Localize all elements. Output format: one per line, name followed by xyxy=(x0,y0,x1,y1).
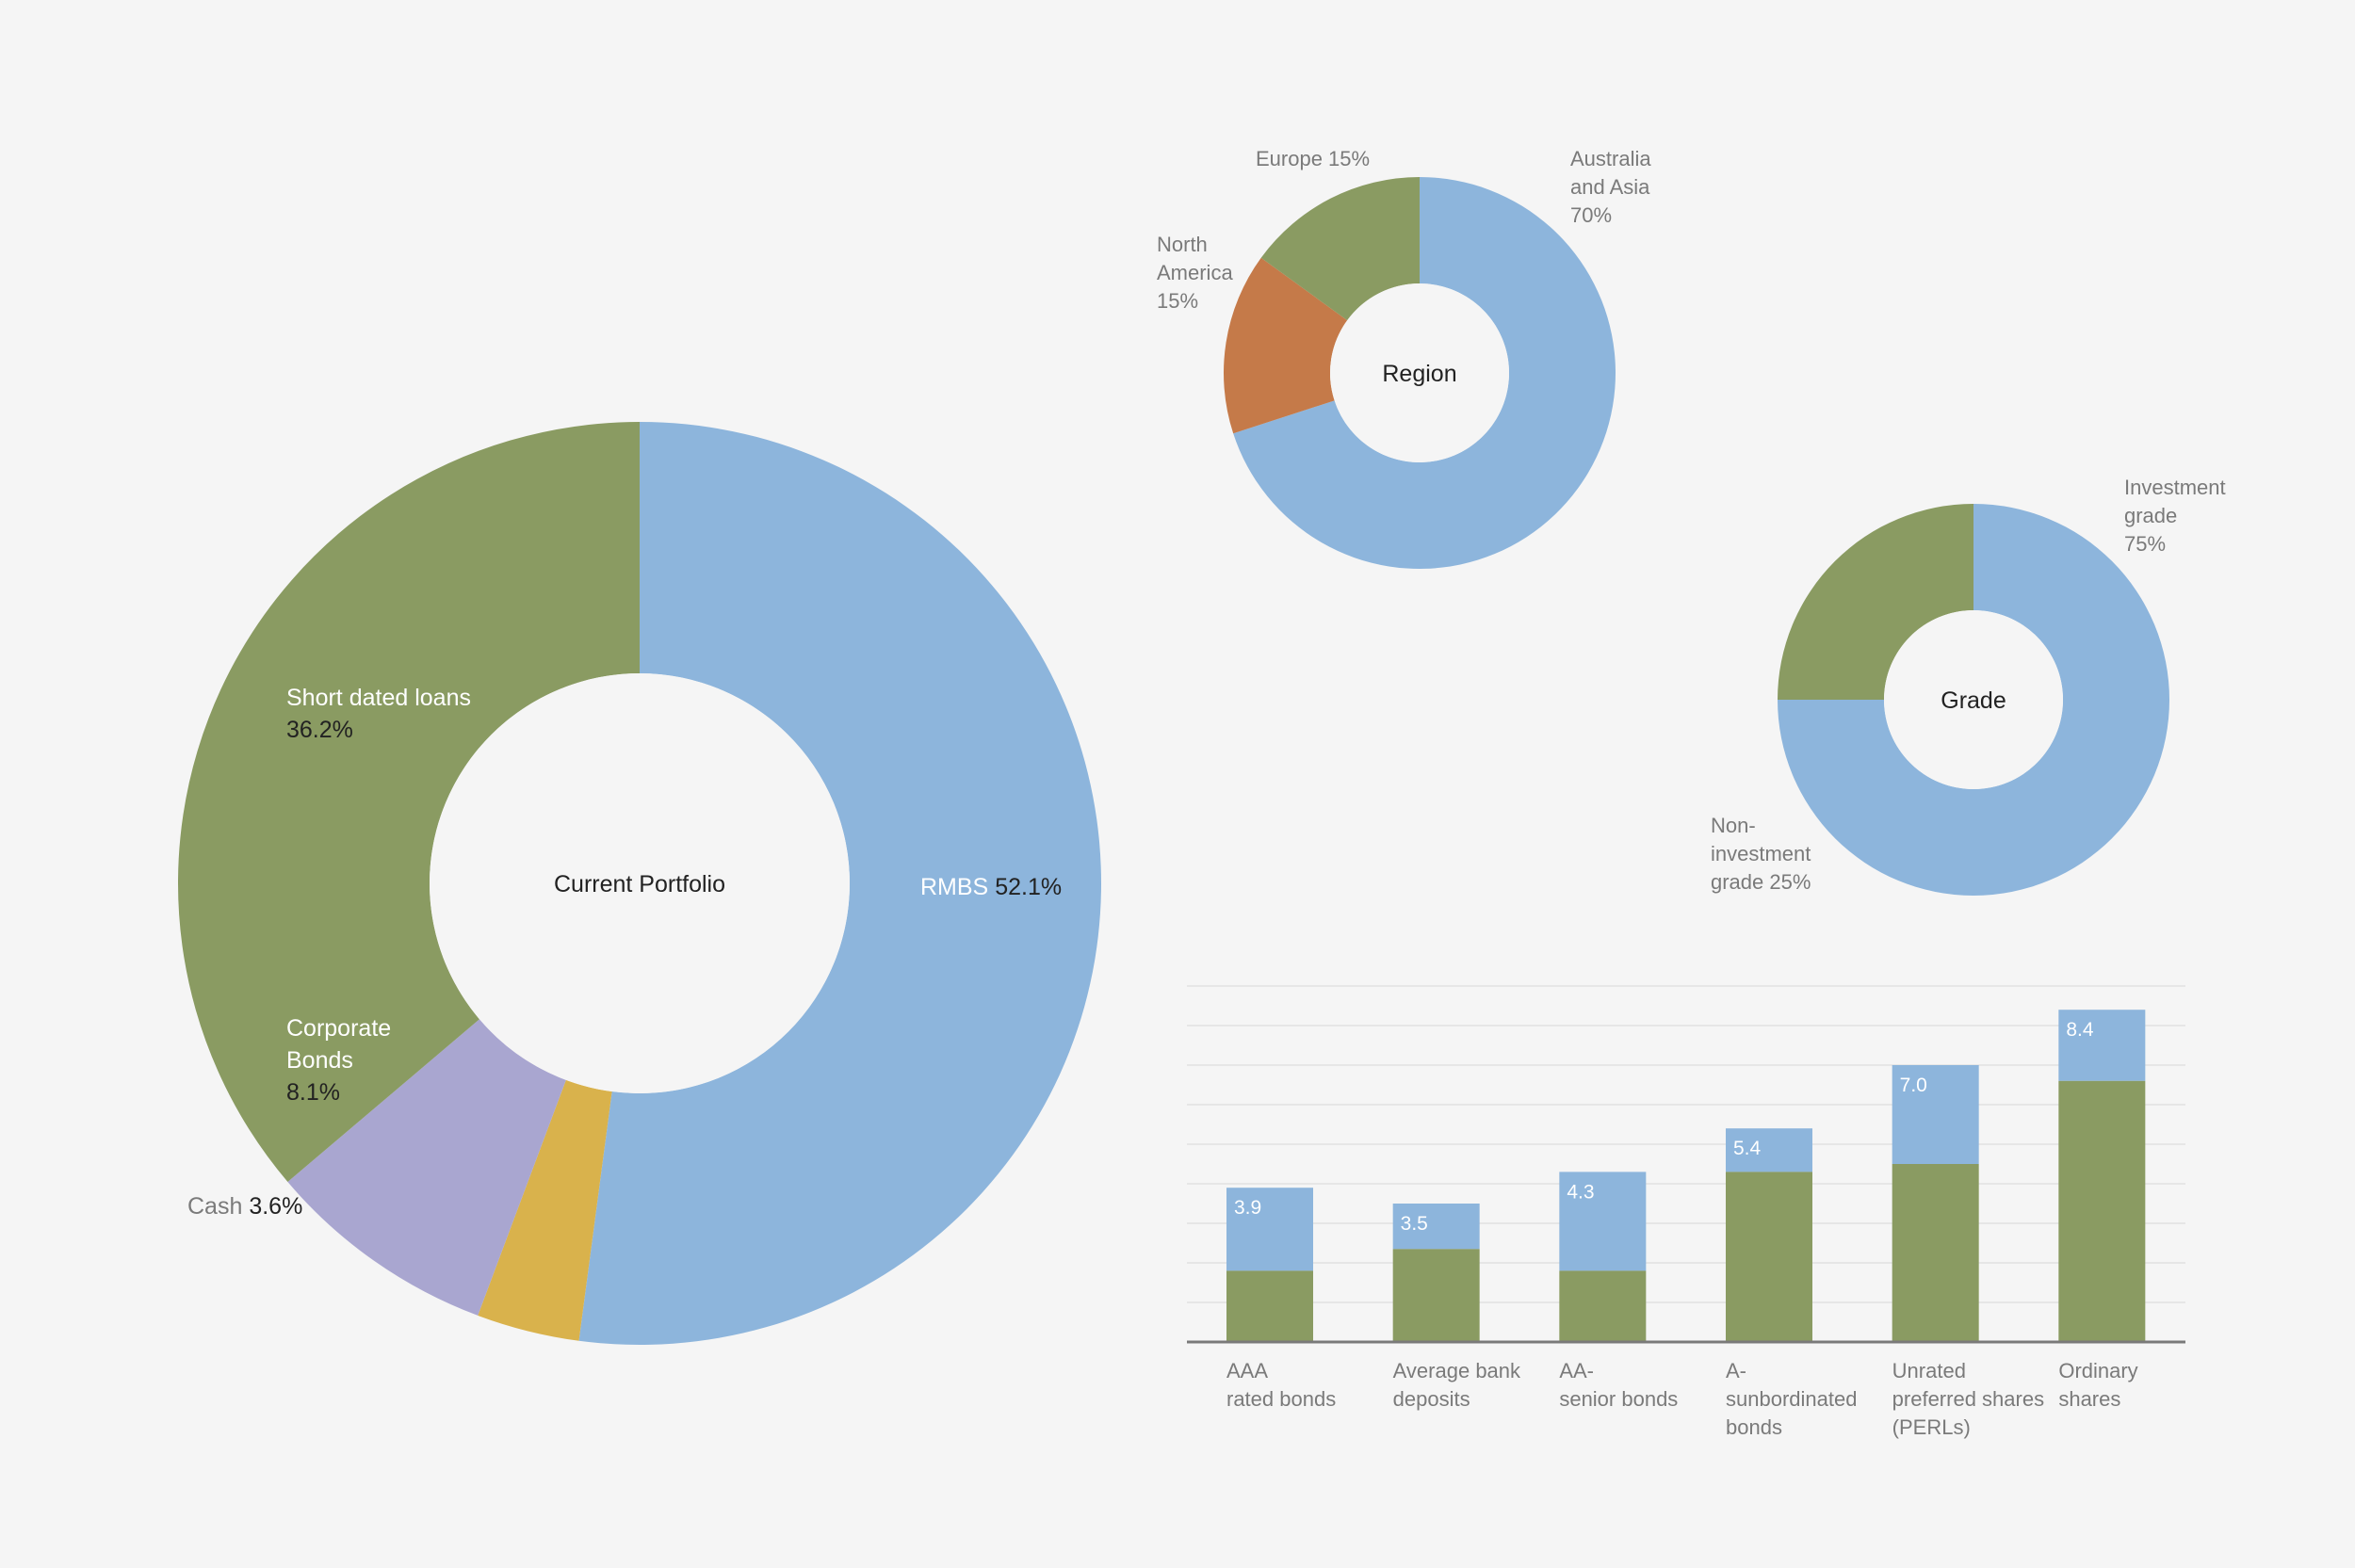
bar-base-segment xyxy=(1726,1172,1812,1342)
label-short-dated-loans-value: 36.2% xyxy=(286,717,353,743)
yield-bar-chart: 3.9 AAA rated bonds 3.5 Average bank deposits… xyxy=(1187,985,2185,1439)
label-corporate-bonds-value: 8.1% xyxy=(286,1079,340,1106)
label-rmbs-name: RMBS xyxy=(920,874,995,900)
x-tick-label-line1: A- xyxy=(1726,1359,1746,1382)
slice-short-dated-loans xyxy=(178,422,640,1183)
grade-donut: Grade Investment grade 75% Non-investment gra… xyxy=(1711,476,2226,896)
label-investment-grade-line3: 75% xyxy=(2124,532,2166,556)
bar-total-segment xyxy=(2058,1010,2146,1081)
slice-cash xyxy=(478,1079,612,1341)
x-tick-label-line3: bonds xyxy=(1726,1415,1782,1439)
bar-base-segment xyxy=(2058,1080,2146,1342)
label-australia-and-asia-line2: and Asia xyxy=(1570,175,1650,199)
x-tick-label-line2: rated bonds xyxy=(1226,1387,1336,1411)
label-rmbs-value: 52.1% xyxy=(995,874,1062,900)
x-tick-label-line1: AAA xyxy=(1226,1359,1268,1382)
x-tick-label-line2: shares xyxy=(2058,1387,2120,1411)
x-tick-label-line3: (PERLs) xyxy=(1892,1415,1971,1439)
bar-total-segment xyxy=(1392,1204,1480,1250)
label-australia-and-asia-line1: Australia xyxy=(1570,147,1651,170)
center-label: Grade xyxy=(1941,687,2006,714)
slice-non-investment-grade xyxy=(1778,504,1973,700)
current-portfolio-donut: Current Portfolio RMBS 52.1% Short dated l… xyxy=(178,422,1102,1346)
label-investment-grade-line2: grade xyxy=(2124,504,2177,527)
label-cash: Cash 3.6% xyxy=(187,1193,302,1220)
slice-australia-and-asia xyxy=(1233,177,1616,569)
label-short-dated-loans-name: Short dated loans xyxy=(286,685,471,711)
donut-hole xyxy=(430,673,850,1093)
donut-hole xyxy=(1330,283,1509,462)
label-non-investment-grade-line1: Non- xyxy=(1711,814,1756,837)
center-label: Current Portfolio xyxy=(554,871,725,897)
donut-hole xyxy=(1884,610,2063,789)
bar-value-label: 3.5 xyxy=(1401,1213,1428,1235)
label-cash-value: 3.6% xyxy=(249,1193,302,1220)
slice-rmbs xyxy=(578,422,1102,1346)
label-north-america-line3: 15% xyxy=(1157,289,1198,313)
x-tick-label-line2: sunbordinated xyxy=(1726,1387,1857,1411)
bar-total-segment xyxy=(1226,1188,1313,1271)
label-north-america-line1: North xyxy=(1157,233,1208,256)
label-cash-name: Cash xyxy=(187,1193,249,1220)
label-non-investment-grade-line2: investment xyxy=(1711,842,1811,865)
label-australia-and-asia-line3: 70% xyxy=(1570,203,1612,227)
bar-value-label: 8.4 xyxy=(2066,1019,2094,1041)
label-rmbs: RMBS 52.1% xyxy=(920,874,1062,900)
bar-base-segment xyxy=(1892,1164,1979,1342)
bar-base-segment xyxy=(1392,1249,1480,1342)
label-europe-line1: Europe 15% xyxy=(1256,147,1370,170)
x-tick-label-line1: Unrated xyxy=(1892,1359,1966,1382)
bar-base-segment xyxy=(1559,1270,1647,1342)
bar-total-segment xyxy=(1726,1128,1812,1172)
bar-value-label: 5.4 xyxy=(1733,1138,1762,1159)
x-tick-label-line1: Ordinary xyxy=(2058,1359,2137,1382)
label-corporate-bonds-name-line1: Corporate xyxy=(286,1015,391,1042)
label-non-investment-grade-line3: grade 25% xyxy=(1711,870,1811,894)
slice-corporate-bonds xyxy=(287,1019,566,1316)
bar-value-label: 3.9 xyxy=(1234,1197,1261,1219)
label-corporate-bonds-name-line2: Bonds xyxy=(286,1047,353,1074)
label-north-america-line2: America xyxy=(1157,261,1233,284)
bar-total-segment xyxy=(1559,1172,1647,1271)
x-tick-label-line2: deposits xyxy=(1393,1387,1470,1411)
x-tick-label-line1: AA- xyxy=(1559,1359,1594,1382)
center-label: Region xyxy=(1382,361,1456,387)
region-donut: Region Australia and Asia 70% North America 15… xyxy=(1157,147,1651,569)
slice-europe xyxy=(1260,177,1420,321)
x-tick-label-line1: Average bank xyxy=(1393,1359,1521,1382)
bar-total-segment xyxy=(1892,1065,1979,1164)
bar-value-label: 4.3 xyxy=(1567,1181,1594,1203)
slice-investment-grade xyxy=(1778,504,2169,896)
bar-base-segment xyxy=(1226,1270,1313,1342)
x-tick-label-line2: senior bonds xyxy=(1559,1387,1678,1411)
bar-value-label: 7.0 xyxy=(1900,1075,1927,1096)
slice-north-america xyxy=(1224,257,1348,434)
label-investment-grade-line1: Investment xyxy=(2124,476,2226,499)
x-tick-label-line2: preferred shares xyxy=(1892,1387,2044,1411)
